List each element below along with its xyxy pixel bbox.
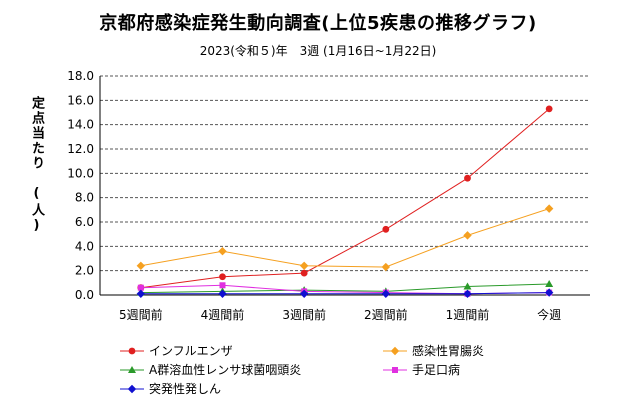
legend-label: 感染性胃腸炎 xyxy=(412,343,484,358)
y-tick-label: 6.0 xyxy=(75,215,94,229)
data-point xyxy=(392,367,398,373)
x-tick-label: 3週間前 xyxy=(282,307,326,322)
series-layer xyxy=(136,105,554,298)
data-point xyxy=(128,366,136,373)
data-point xyxy=(299,289,309,298)
data-point xyxy=(390,346,400,356)
legend-label: 突発性発しん xyxy=(149,381,221,396)
data-point xyxy=(218,289,227,298)
data-point xyxy=(544,288,554,297)
data-point xyxy=(136,261,146,270)
chart-title: 京都府感染症発生動向調査(上位5疾患の推移グラフ) xyxy=(99,13,537,34)
data-point xyxy=(382,225,390,233)
data-point xyxy=(218,247,227,256)
data-point xyxy=(127,384,137,394)
x-tick-label: 1週間前 xyxy=(446,307,490,322)
y-tick-label: 18.0 xyxy=(67,69,94,83)
data-point xyxy=(219,273,226,281)
y-tick-label: 16.0 xyxy=(67,93,94,107)
chart-subtitle: 2023(令和５)年 3週 (1月16日~1月22日) xyxy=(199,44,437,58)
data-point xyxy=(544,204,554,213)
y-tick-label: 0.0 xyxy=(75,288,94,302)
x-tick-label: 4週間前 xyxy=(201,307,245,322)
legend-label: 手足口病 xyxy=(412,362,460,377)
y-tick-label: 2.0 xyxy=(75,264,94,278)
x-tick-label: 5週間前 xyxy=(119,307,163,322)
data-point xyxy=(463,231,472,240)
data-point xyxy=(381,262,391,272)
x-tick-label: 今週 xyxy=(537,307,561,322)
data-point xyxy=(545,105,553,113)
y-tick-label: 8.0 xyxy=(75,191,94,205)
x-tick-label: 2週間前 xyxy=(364,307,408,322)
y-tick-label: 4.0 xyxy=(75,239,94,253)
data-point xyxy=(300,269,308,277)
data-point xyxy=(463,282,472,290)
series-line xyxy=(140,108,550,289)
axis-layer: 0.0 2.0 4.0 6.0 8.0 10.0 12.0 14.0 16.0 18.0 5週間前 4… xyxy=(67,69,590,322)
data-point xyxy=(136,289,146,298)
series-line xyxy=(140,284,550,295)
y-tick-label: 10.0 xyxy=(67,166,94,180)
data-point xyxy=(381,289,391,298)
series-line xyxy=(140,292,550,295)
legend-label: インフルエンザ xyxy=(149,344,233,358)
series-line xyxy=(140,208,550,268)
data-point xyxy=(137,284,144,291)
y-tick-label: 12.0 xyxy=(67,142,94,156)
data-point xyxy=(219,282,226,289)
legend-label: A群溶血性レンサ球菌咽頭炎 xyxy=(149,362,301,377)
data-point xyxy=(299,261,309,270)
data-point xyxy=(464,174,471,182)
data-point xyxy=(545,280,554,288)
y-axis-label: 定点当たり (人) xyxy=(29,96,44,235)
series-line xyxy=(140,283,550,294)
grid-layer xyxy=(100,75,590,272)
data-point xyxy=(128,347,136,355)
y-tick-label: 14.0 xyxy=(67,118,94,132)
data-point xyxy=(463,289,472,298)
